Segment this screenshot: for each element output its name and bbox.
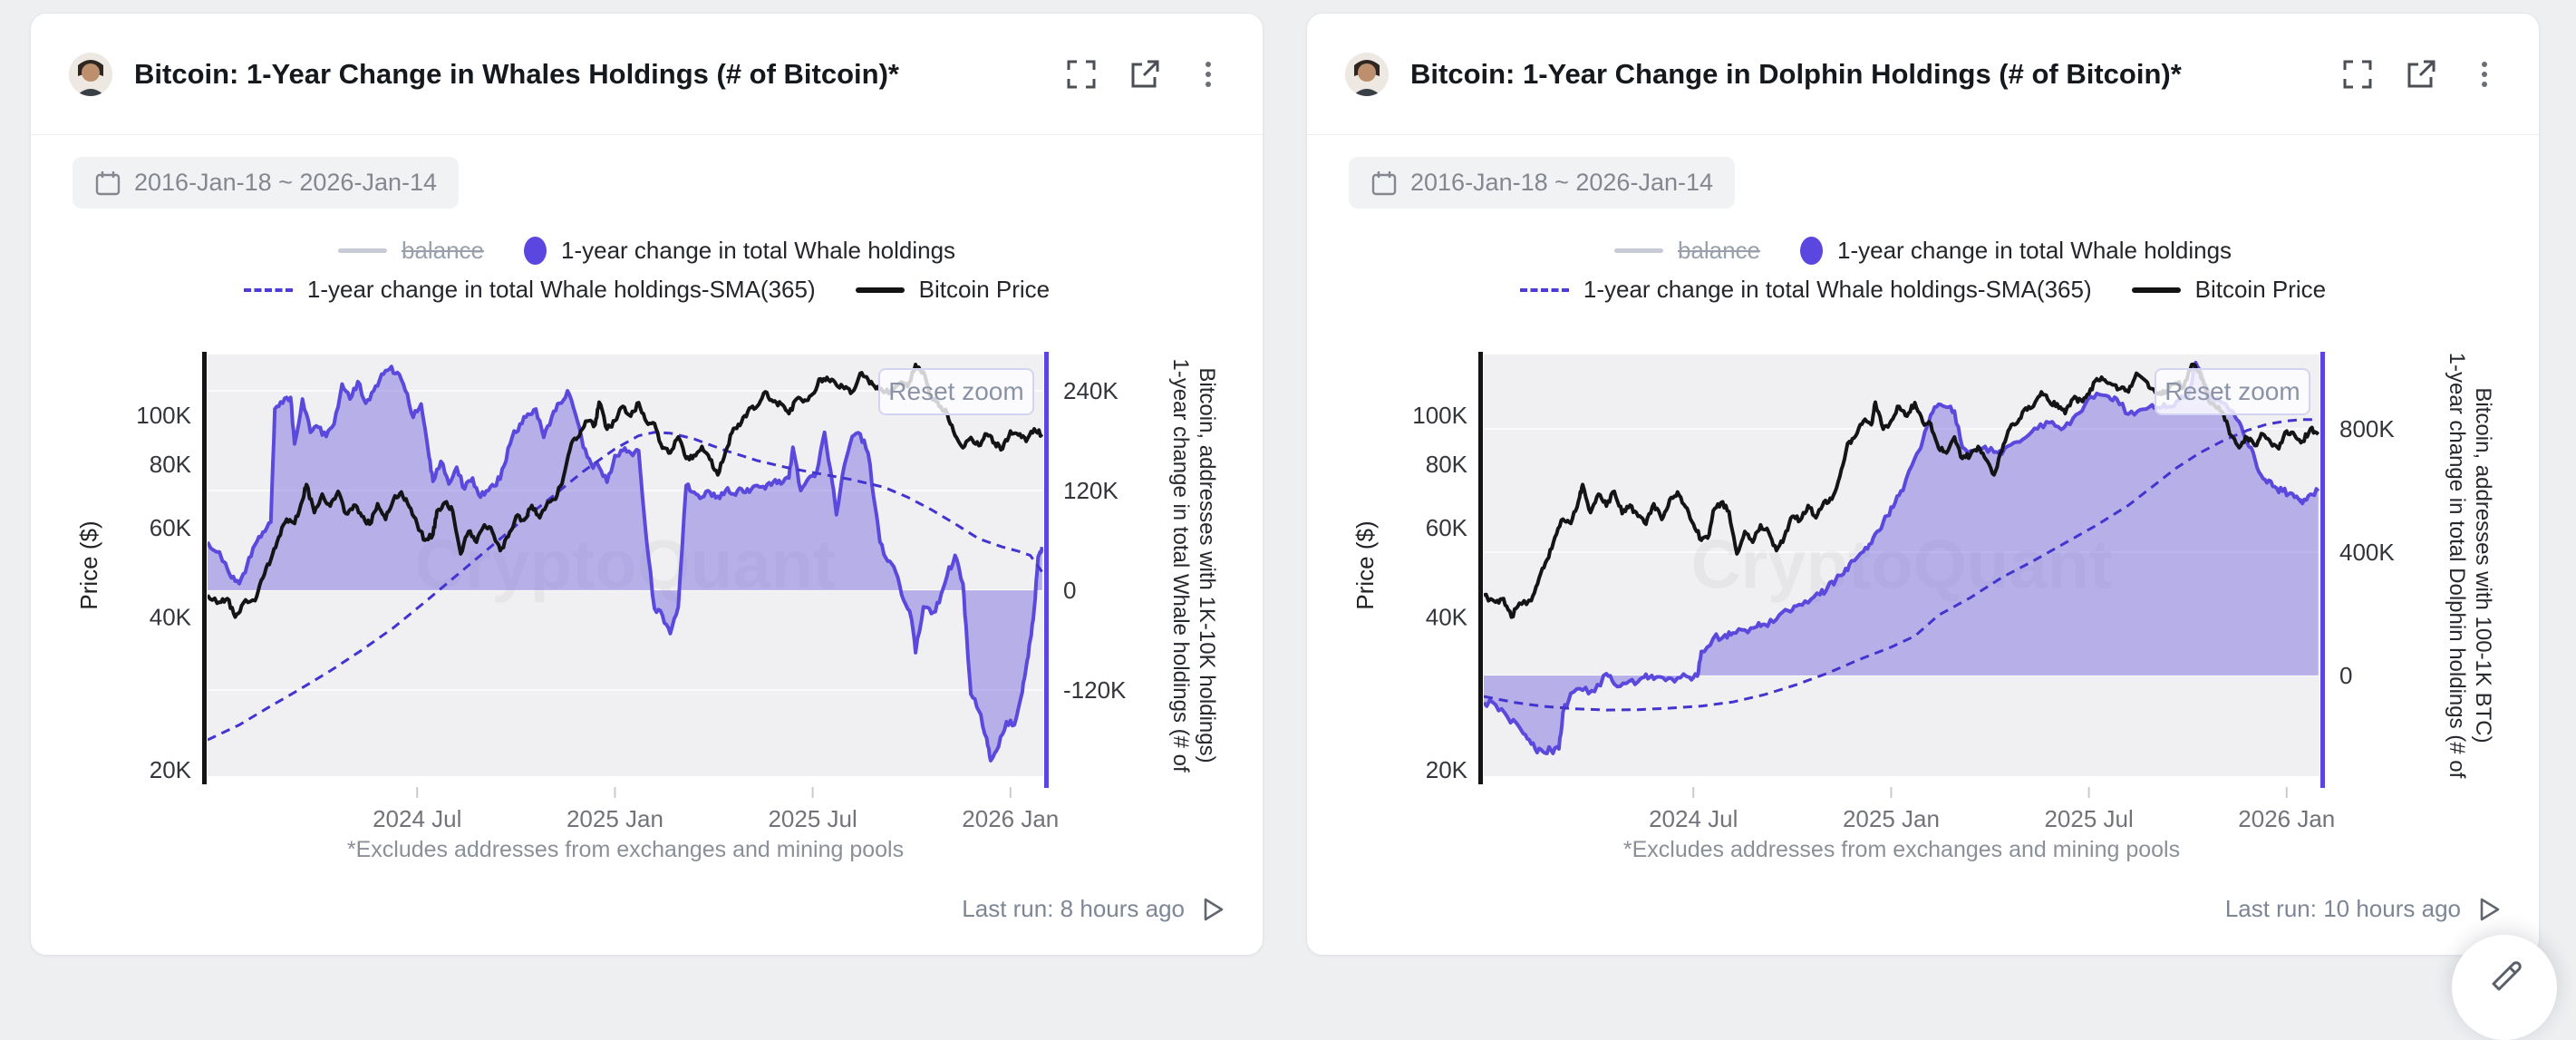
svg-text:Bitcoin, addresses with 100-1K: Bitcoin, addresses with 100-1K BTC) (2471, 387, 2495, 743)
chart-card-dolphins: Bitcoin: 1-Year Change in Dolphin Holdin… (1306, 13, 2540, 956)
svg-text:20K: 20K (1426, 756, 1468, 783)
card-header: Bitcoin: 1-Year Change in Whales Holding… (31, 14, 1263, 135)
balance-swatch (337, 248, 387, 253)
legend-item-balance[interactable]: balance (1613, 237, 1761, 265)
fullscreen-icon[interactable] (1065, 58, 1098, 91)
legend-item-change[interactable]: 1-year change in total Whale holdings (1800, 237, 2232, 265)
card-title: Bitcoin: 1-Year Change in Dolphin Holdin… (1410, 57, 2182, 90)
legend-label: 1-year change in total Whale holdings-SM… (306, 276, 816, 303)
dolphins-chart-plot[interactable]: CryptoQuant 100K 80K 60K 40K 20K Price ($) 800K… (1307, 14, 2539, 955)
svg-text:80K: 80K (150, 451, 192, 478)
open-in-new-icon[interactable] (2405, 58, 2437, 91)
chart-footnote: *Excludes addresses from exchanges and m… (346, 837, 905, 862)
legend-item-sma[interactable]: 1-year change in total Whale holdings-SM… (1519, 276, 2092, 304)
svg-text:2026 Jan: 2026 Jan (2238, 805, 2335, 832)
legend-label: balance (401, 237, 485, 264)
svg-text:2025 Jan: 2025 Jan (567, 805, 663, 832)
svg-text:800K: 800K (2339, 415, 2395, 442)
whales-chart-plot[interactable]: CryptoQuant 100K 80K 60K 40K 20K Price ($) 240K… (31, 14, 1263, 955)
author-avatar[interactable] (69, 52, 112, 96)
legend-item-price[interactable]: Bitcoin Price (2131, 276, 2327, 304)
svg-text:40K: 40K (1426, 604, 1468, 631)
last-run-status: Last run: 10 hours ago (2225, 895, 2503, 923)
calendar-icon (1371, 170, 1397, 195)
svg-text:Bitcoin, addresses with 1K-10K: Bitcoin, addresses with 1K-10K holdings) (1195, 367, 1219, 763)
last-run-status: Last run: 8 hours ago (962, 895, 1226, 923)
price-swatch (855, 287, 905, 293)
svg-text:2026 Jan: 2026 Jan (962, 805, 1059, 832)
date-range-badge[interactable]: 2016-Jan-18 ~ 2026-Jan-14 (73, 157, 459, 209)
last-run-text: Last run: 10 hours ago (2224, 895, 2461, 922)
svg-text:1-year change in total Dolphin: 1-year change in total Dolphin holdings … (2445, 353, 2469, 779)
reset-zoom-button[interactable]: Reset zoom (878, 368, 1034, 415)
legend-item-sma[interactable]: 1-year change in total Whale holdings-SM… (243, 276, 816, 304)
last-run-text: Last run: 8 hours ago (962, 895, 1185, 922)
chart-legend: balance 1-year change in total Whale hol… (31, 237, 1263, 304)
pencil-icon (2492, 961, 2522, 991)
legend-label: Bitcoin Price (2194, 276, 2327, 303)
svg-text:400K: 400K (2339, 539, 2395, 566)
legend-item-price[interactable]: Bitcoin Price (855, 276, 1051, 304)
svg-text:Price ($): Price ($) (1351, 520, 1379, 609)
date-range-badge[interactable]: 2016-Jan-18 ~ 2026-Jan-14 (1349, 157, 1735, 209)
svg-text:CryptoQuant: CryptoQuant (415, 527, 836, 604)
svg-text:40K: 40K (150, 604, 192, 631)
svg-text:2025 Jul: 2025 Jul (768, 805, 857, 832)
svg-text:Price ($): Price ($) (75, 520, 102, 609)
svg-text:20K: 20K (150, 756, 192, 783)
svg-text:80K: 80K (1426, 451, 1468, 478)
edit-fab[interactable] (2452, 935, 2557, 1040)
svg-text:100K: 100K (136, 402, 191, 429)
kebab-menu-icon[interactable] (1192, 58, 1225, 91)
sma-swatch (1519, 287, 1569, 292)
balance-swatch (1613, 248, 1663, 253)
svg-text:240K: 240K (1063, 377, 1119, 404)
svg-text:2025 Jul: 2025 Jul (2044, 805, 2133, 832)
svg-text:-120K: -120K (1063, 676, 1127, 704)
kebab-menu-icon[interactable] (2468, 58, 2501, 91)
svg-text:2024 Jul: 2024 Jul (373, 805, 461, 832)
reset-zoom-button[interactable]: Reset zoom (2155, 368, 2310, 415)
change-swatch (524, 237, 547, 265)
legend-item-change[interactable]: 1-year change in total Whale holdings (524, 237, 955, 265)
svg-text:CryptoQuant: CryptoQuant (1691, 527, 2112, 604)
legend-item-balance[interactable]: balance (337, 237, 485, 265)
calendar-icon (95, 170, 121, 195)
card-header: Bitcoin: 1-Year Change in Dolphin Holdin… (1307, 14, 2539, 135)
play-icon[interactable] (2475, 896, 2503, 923)
chart-footnote: *Excludes addresses from exchanges and m… (1622, 837, 2181, 862)
price-swatch (2131, 287, 2181, 293)
change-swatch (1800, 237, 1824, 265)
svg-text:0: 0 (2339, 662, 2352, 689)
sma-swatch (243, 287, 293, 292)
play-icon[interactable] (1199, 896, 1226, 923)
legend-label: balance (1677, 237, 1761, 264)
svg-text:1-year change in total Whale h: 1-year change in total Whale holdings (#… (1168, 358, 1193, 773)
svg-text:60K: 60K (150, 514, 192, 541)
chart-legend: balance 1-year change in total Whale hol… (1307, 237, 2539, 304)
chart-card-whales: Bitcoin: 1-Year Change in Whales Holding… (30, 13, 1264, 956)
legend-label: 1-year change in total Whale holdings (1837, 237, 2232, 264)
date-range-text: 2016-Jan-18 ~ 2026-Jan-14 (1410, 169, 1713, 196)
date-range-text: 2016-Jan-18 ~ 2026-Jan-14 (134, 169, 437, 196)
svg-text:2025 Jan: 2025 Jan (1843, 805, 1940, 832)
svg-text:0: 0 (1063, 577, 1076, 604)
card-title: Bitcoin: 1-Year Change in Whales Holding… (134, 57, 899, 90)
svg-text:2024 Jul: 2024 Jul (1649, 805, 1738, 832)
open-in-new-icon[interactable] (1128, 58, 1161, 91)
legend-label: Bitcoin Price (918, 276, 1051, 303)
legend-label: 1-year change in total Whale holdings-SM… (1583, 276, 2092, 303)
svg-text:100K: 100K (1412, 402, 1467, 429)
svg-text:120K: 120K (1063, 477, 1119, 504)
fullscreen-icon[interactable] (2341, 58, 2374, 91)
svg-text:60K: 60K (1426, 514, 1468, 541)
legend-label: 1-year change in total Whale holdings (561, 237, 956, 264)
author-avatar[interactable] (1345, 52, 1389, 96)
